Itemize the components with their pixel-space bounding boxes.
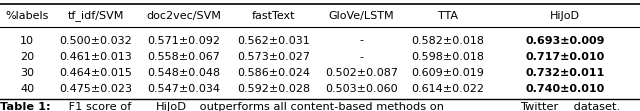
Text: 0.558±0.067: 0.558±0.067 xyxy=(148,52,220,62)
Text: doc2vec/SVM: doc2vec/SVM xyxy=(147,11,221,21)
Text: Twitter: Twitter xyxy=(520,102,559,111)
Text: 0.548±0.048: 0.548±0.048 xyxy=(147,68,221,78)
Text: 20: 20 xyxy=(20,52,35,62)
Text: -: - xyxy=(360,36,364,46)
Text: 0.693±0.009: 0.693±0.009 xyxy=(525,36,605,46)
Text: -: - xyxy=(360,52,364,62)
Text: 0.609±0.019: 0.609±0.019 xyxy=(412,68,484,78)
Text: HiJoD: HiJoD xyxy=(550,11,580,21)
Text: %labels: %labels xyxy=(6,11,49,21)
Text: 0.717±0.010: 0.717±0.010 xyxy=(525,52,604,62)
Text: 0.598±0.018: 0.598±0.018 xyxy=(412,52,484,62)
Text: fastText: fastText xyxy=(252,11,295,21)
Text: 0.586±0.024: 0.586±0.024 xyxy=(237,68,310,78)
Text: 0.502±0.087: 0.502±0.087 xyxy=(325,68,398,78)
Text: 0.475±0.023: 0.475±0.023 xyxy=(60,84,132,94)
Text: 0.582±0.018: 0.582±0.018 xyxy=(412,36,484,46)
Text: dataset.: dataset. xyxy=(570,102,620,111)
Text: 0.464±0.015: 0.464±0.015 xyxy=(60,68,132,78)
Text: HiJoD: HiJoD xyxy=(156,102,187,111)
Text: 0.461±0.013: 0.461±0.013 xyxy=(60,52,132,62)
Text: 0.547±0.034: 0.547±0.034 xyxy=(147,84,221,94)
Text: tf_idf/SVM: tf_idf/SVM xyxy=(68,10,124,21)
Text: 0.571±0.092: 0.571±0.092 xyxy=(147,36,221,46)
Text: GloVe/LSTM: GloVe/LSTM xyxy=(329,11,394,21)
Text: 0.500±0.032: 0.500±0.032 xyxy=(60,36,132,46)
Text: 0.503±0.060: 0.503±0.060 xyxy=(325,84,398,94)
Text: 10: 10 xyxy=(20,36,34,46)
Text: 0.592±0.028: 0.592±0.028 xyxy=(237,84,310,94)
Text: 0.732±0.011: 0.732±0.011 xyxy=(525,68,604,78)
Text: 30: 30 xyxy=(20,68,34,78)
Text: Table 1:: Table 1: xyxy=(0,102,51,111)
Text: F1 score of: F1 score of xyxy=(65,102,135,111)
Text: 0.740±0.010: 0.740±0.010 xyxy=(525,84,604,94)
Text: 40: 40 xyxy=(20,84,35,94)
Text: TTA: TTA xyxy=(438,11,458,21)
Text: outperforms all content-based methods on: outperforms all content-based methods on xyxy=(196,102,447,111)
Text: 0.614±0.022: 0.614±0.022 xyxy=(412,84,484,94)
Text: 0.562±0.031: 0.562±0.031 xyxy=(237,36,310,46)
Text: 0.573±0.027: 0.573±0.027 xyxy=(237,52,310,62)
